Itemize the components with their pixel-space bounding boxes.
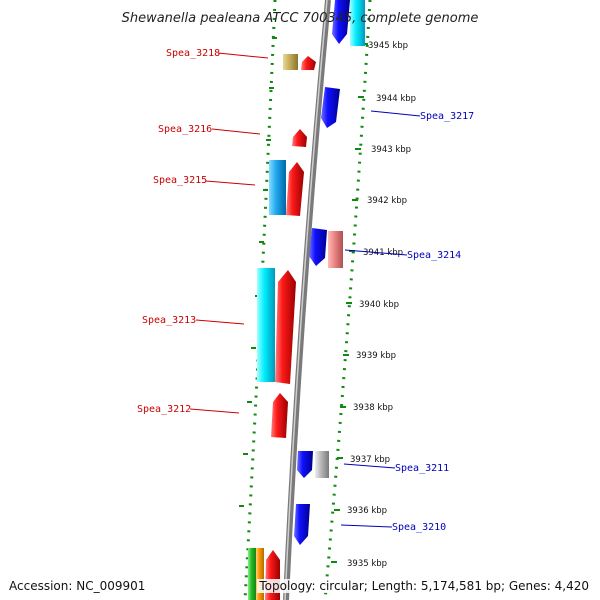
gene-arrow[interactable] bbox=[271, 393, 288, 438]
ruler-labels: 3945 kbp 3944 kbp 3943 kbp 3942 kbp 3941… bbox=[347, 41, 416, 569]
gene-box[interactable] bbox=[257, 268, 275, 382]
reverse-strand-genes bbox=[294, 0, 365, 545]
ruler-label: 3942 kbp bbox=[367, 196, 407, 206]
gene-arrow[interactable] bbox=[294, 504, 310, 545]
ruler-label: 3936 kbp bbox=[347, 506, 387, 516]
genome-backbone-highlight bbox=[284, 0, 328, 600]
accession-text: Accession: NC_009901 bbox=[7, 579, 148, 593]
gene-label[interactable]: Spea_3215 bbox=[153, 175, 207, 186]
gene-box[interactable] bbox=[256, 548, 264, 600]
genome-backbone bbox=[283, 0, 331, 600]
gene-labels: Spea_3218 Spea_3217 Spea_3216 Spea_3215 … bbox=[137, 48, 474, 533]
gene-arrow[interactable] bbox=[292, 129, 307, 147]
gene-arrow[interactable] bbox=[301, 56, 316, 70]
ruler-label: 3945 kbp bbox=[368, 41, 408, 51]
gene-label[interactable]: Spea_3212 bbox=[137, 404, 191, 415]
gene-label[interactable]: Spea_3211 bbox=[395, 463, 449, 474]
gene-arrow[interactable] bbox=[286, 162, 304, 216]
ruler-label: 3935 kbp bbox=[347, 559, 387, 569]
gene-box[interactable] bbox=[283, 54, 298, 70]
gene-arrow[interactable] bbox=[297, 451, 313, 478]
gene-arrow[interactable] bbox=[332, 0, 350, 44]
label-leaders bbox=[189, 52, 421, 528]
gene-box[interactable] bbox=[315, 451, 329, 478]
ruler-label: 3938 kbp bbox=[353, 403, 393, 413]
gene-arrow[interactable] bbox=[275, 270, 296, 384]
ruler-label: 3944 kbp bbox=[376, 94, 416, 104]
gene-box[interactable] bbox=[350, 0, 365, 46]
ruler-label: 3937 kbp bbox=[350, 455, 390, 465]
gene-label[interactable]: Spea_3214 bbox=[407, 250, 461, 261]
map-title: Shewanella pealeana ATCC 700345, complet… bbox=[122, 11, 479, 26]
ruler-label: 3939 kbp bbox=[356, 351, 396, 361]
gene-label[interactable]: Spea_3210 bbox=[392, 522, 446, 533]
gene-arrow[interactable] bbox=[309, 228, 327, 266]
forward-strand-genes bbox=[248, 54, 316, 600]
gene-box[interactable] bbox=[269, 160, 286, 215]
gene-label[interactable]: Spea_3217 bbox=[420, 111, 474, 122]
ruler-label: 3943 kbp bbox=[371, 145, 411, 155]
gene-box[interactable] bbox=[328, 231, 343, 268]
gene-arrow[interactable] bbox=[321, 87, 340, 128]
gene-box[interactable] bbox=[248, 548, 257, 600]
gene-label[interactable]: Spea_3218 bbox=[166, 48, 220, 59]
gene-label[interactable]: Spea_3216 bbox=[158, 124, 212, 135]
ruler-label: 3940 kbp bbox=[359, 300, 399, 310]
topology-summary: Topology: circular; Length: 5,174,581 bp… bbox=[257, 579, 591, 593]
gene-label[interactable]: Spea_3213 bbox=[142, 315, 196, 326]
